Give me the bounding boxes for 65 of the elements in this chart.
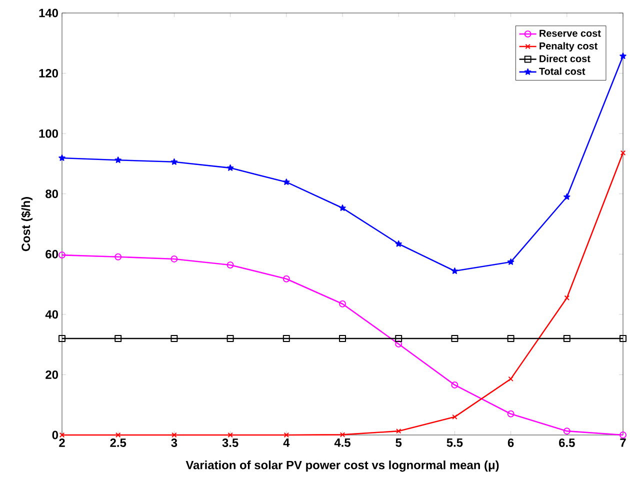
y-tick-label: 40 <box>45 310 58 319</box>
legend-label: Direct cost <box>540 54 590 62</box>
legend-label: Total cost <box>539 68 586 75</box>
y-tick-label: 80 <box>46 190 58 198</box>
legend-label: Reserve cost <box>540 30 601 37</box>
point <box>507 335 514 342</box>
point <box>339 335 346 342</box>
x-axis-title: Variation of solar PV power cost vs lognormal mean (μ) <box>186 460 499 472</box>
point <box>226 262 234 268</box>
x-tick-label: 4 <box>283 438 290 447</box>
x-tick-label: 4.5 <box>334 438 350 447</box>
point <box>451 268 458 274</box>
point <box>451 381 458 388</box>
x-tick-label: 6.5 <box>559 438 575 447</box>
x-tick-label: 5 <box>396 438 402 447</box>
point <box>170 255 178 262</box>
point <box>395 340 402 348</box>
point <box>340 432 346 438</box>
x-tick-label: 2.5 <box>110 438 126 447</box>
point <box>58 335 66 342</box>
point <box>284 432 290 438</box>
x-tick-label: 5.5 <box>446 438 463 447</box>
point <box>115 432 121 438</box>
x-tick-label: 7 <box>620 438 626 447</box>
y-tick-label: 0 <box>52 430 58 440</box>
y-tick-label: 120 <box>39 69 58 78</box>
point <box>339 300 346 308</box>
point <box>114 335 122 342</box>
point <box>282 275 290 282</box>
y-tick-label: 100 <box>39 129 58 138</box>
point <box>563 335 570 342</box>
point <box>172 432 177 438</box>
x-tick-label: 2 <box>59 438 65 447</box>
point <box>282 335 290 342</box>
x-tick-label: 3.5 <box>222 438 238 448</box>
point <box>226 164 234 171</box>
y-tick-label: 60 <box>46 250 58 258</box>
point <box>170 158 178 165</box>
point <box>452 414 458 420</box>
point <box>339 204 346 211</box>
point <box>170 335 178 342</box>
point <box>508 376 514 382</box>
y-tick-label: 140 <box>39 8 58 18</box>
point <box>620 335 626 342</box>
x-tick-label: 6 <box>508 438 514 447</box>
legend-label: Penalty cost <box>540 42 598 52</box>
point <box>114 253 122 260</box>
point <box>396 428 402 434</box>
point <box>228 432 233 438</box>
point <box>507 410 514 418</box>
x-tick-label: 3 <box>171 438 178 448</box>
point <box>564 193 570 200</box>
y-tick-label: 20 <box>46 370 58 379</box>
point <box>58 154 66 161</box>
point <box>563 428 570 435</box>
point <box>564 295 570 300</box>
point <box>507 258 514 265</box>
point <box>395 335 402 342</box>
point <box>114 156 122 164</box>
point <box>226 335 234 342</box>
point <box>395 240 402 247</box>
point <box>283 178 290 186</box>
point <box>620 52 626 60</box>
point <box>451 335 458 342</box>
y-axis-title: Cost ($/h) <box>21 197 32 252</box>
